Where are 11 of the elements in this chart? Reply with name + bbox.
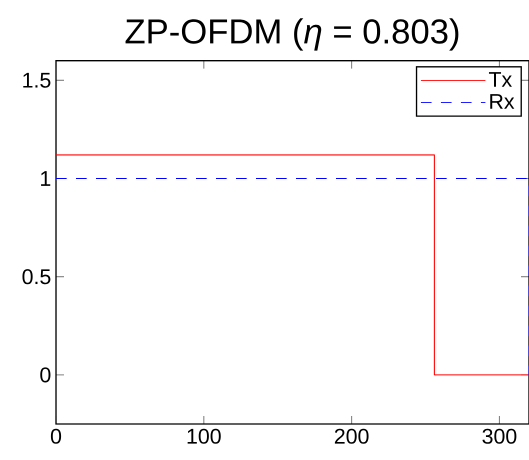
y-tick-label: 1.5 xyxy=(23,72,50,88)
x-tick-label: 200 xyxy=(334,428,369,444)
y-tick-label: 0.5 xyxy=(22,269,50,284)
chart-title: ZP-OFDM (η = 0.803) xyxy=(126,18,458,51)
x-tick-label: 100 xyxy=(188,428,221,444)
y-tick-label: 1 xyxy=(41,171,50,186)
x-tick-label: 300 xyxy=(482,428,516,444)
legend-label: Tx xyxy=(488,72,512,87)
y-tick-label: 0 xyxy=(40,367,50,382)
x-tick-label: 0 xyxy=(50,428,62,444)
legend-label: Rx xyxy=(490,94,514,109)
